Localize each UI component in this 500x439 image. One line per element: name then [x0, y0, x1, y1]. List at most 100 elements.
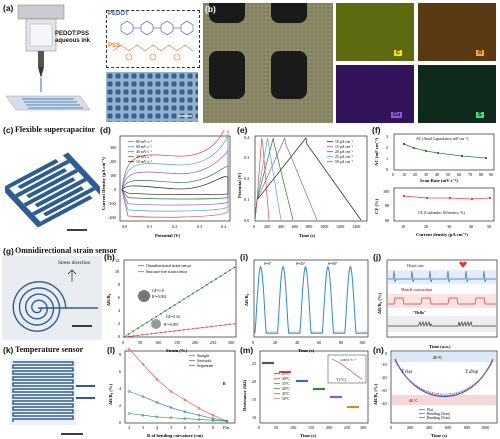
n-drop: T drop: [465, 370, 479, 375]
i-legend-entry: θ=0°: [264, 262, 272, 266]
svg-text:200: 200: [264, 224, 270, 229]
svg-text:2: 2: [128, 425, 130, 430]
svg-text:80: 80: [385, 203, 389, 208]
svg-text:6: 6: [118, 295, 120, 300]
ink-label: PEDOT:PSS aqueous ink: [55, 31, 91, 44]
l-series: [128, 348, 228, 422]
l-point: [155, 378, 159, 381]
svg-text:15: 15: [252, 397, 256, 402]
panel-c-label: (c): [3, 125, 14, 135]
l-legend-entry: Sawtooth: [197, 359, 211, 363]
l-ylabel: ΔR/R₀ (%): [108, 384, 113, 405]
l-point: [141, 362, 145, 366]
svg-text:40: 40: [295, 340, 299, 345]
svg-text:200: 200: [192, 340, 198, 345]
svg-text:8: 8: [118, 282, 120, 287]
e-legend-entry: 10 μA cm⁻²: [335, 140, 354, 144]
i-legend-entry: θ=45°: [296, 262, 306, 266]
l-point: [127, 347, 131, 351]
svg-text:60: 60: [457, 172, 461, 177]
f-legend-bottom: CE (Coulombic Efficiency, %): [418, 211, 465, 216]
e-legend-entry: 50 μA cm⁻²: [335, 160, 354, 164]
l-point: [169, 406, 173, 409]
svg-text:0.2: 0.2: [244, 176, 249, 181]
svg-text:0.1: 0.1: [244, 197, 249, 202]
interdigitated-electrode: [5, 152, 100, 231]
pss-text: PSS: [108, 43, 121, 49]
svg-text:1200: 1200: [336, 224, 344, 229]
svg-text:-200: -200: [108, 215, 116, 220]
d-ylabel: Current Density (μA cm⁻²): [101, 157, 106, 210]
svg-text:60: 60: [385, 218, 389, 223]
printed-mesh-image: [106, 72, 198, 122]
panel-c-title: Flexible supercapacitor: [15, 125, 96, 134]
h-line-omni: [123, 267, 235, 338]
svg-text:100: 100: [110, 173, 116, 178]
svg-text:0.3: 0.3: [244, 155, 249, 160]
d-xlabel: Potential (V): [155, 233, 181, 238]
panel-k-title: Temperature sensor: [15, 345, 84, 354]
svg-text:0: 0: [385, 351, 387, 356]
svg-text:7: 7: [198, 425, 200, 430]
h-ann2b: R²=0.995: [164, 323, 178, 327]
panel-e-label: (e): [237, 125, 248, 135]
svg-text:3: 3: [386, 134, 388, 139]
j-row-heart: Heart rate: [407, 264, 424, 268]
panel-g-title: Omnidirectional strain sensor: [15, 246, 118, 255]
svg-text:1000: 1000: [481, 425, 489, 430]
svg-text:50: 50: [487, 224, 491, 229]
svg-text:100: 100: [359, 340, 365, 345]
panel-b-label: (b): [205, 4, 216, 14]
f-ylabel-top: AC (mF cm⁻²): [374, 137, 379, 166]
svg-text:0: 0: [392, 172, 394, 177]
chart-d: 0.0 0.1 0.2 0.3 0.4 -200 -100 0 100 200 300 Poten…: [101, 130, 231, 238]
n-bottom-note: 40 °C: [409, 399, 418, 403]
l-point: [183, 398, 187, 402]
f-ylabel-bottom: CE (%): [374, 198, 379, 214]
svg-text:70: 70: [468, 172, 472, 177]
svg-text:20: 20: [252, 379, 256, 384]
svg-text:30: 30: [424, 172, 428, 177]
svg-text:10: 10: [252, 415, 256, 420]
svg-text:50: 50: [138, 340, 142, 345]
svg-text:250: 250: [344, 425, 350, 430]
eds-o-tag: O: [476, 50, 485, 56]
cv-loop: [121, 165, 229, 200]
panel-k-label: (k): [3, 345, 14, 355]
n-top-note: 25 °C: [433, 356, 442, 360]
panel-f-label: (f): [372, 125, 381, 135]
svg-text:10: 10: [401, 224, 405, 229]
n-legend-entry: Bending (3cm): [427, 412, 451, 416]
e-legend-entry: 15 μA cm⁻²: [335, 145, 354, 149]
svg-text:0.0: 0.0: [122, 224, 127, 229]
svg-text:80: 80: [479, 172, 483, 177]
gcd-curve: [254, 136, 318, 221]
svg-text:0: 0: [119, 420, 121, 425]
svg-text:300: 300: [228, 340, 234, 345]
m-legend-entry: 50°C: [282, 397, 290, 401]
h-ann1b: R²=0.992: [152, 295, 166, 299]
heart-icon: [459, 261, 467, 268]
m-inset-x: T (°C): [336, 378, 347, 382]
svg-text:50: 50: [274, 425, 278, 430]
svg-text:80: 80: [339, 340, 343, 345]
eds-s-tag: S: [476, 112, 484, 118]
svg-text:100: 100: [290, 425, 296, 430]
svg-text:0.2: 0.2: [172, 224, 177, 229]
h-point-omni: [233, 266, 236, 269]
svg-text:0.1: 0.1: [147, 224, 152, 229]
svg-text:50: 50: [446, 172, 450, 177]
svg-text:600: 600: [445, 425, 451, 430]
svg-text:-100: -100: [108, 201, 116, 206]
f-legend-top: AC (Areal Capacitance, mF cm⁻²): [416, 137, 469, 142]
svg-text:90: 90: [489, 172, 493, 177]
panel-h-label: (h): [104, 252, 115, 262]
l-point: [211, 413, 215, 417]
svg-text:-40: -40: [381, 401, 387, 406]
panel-a-label: (a): [3, 3, 14, 13]
svg-text:10: 10: [402, 172, 406, 177]
svg-text:20: 20: [424, 224, 428, 229]
svg-text:800: 800: [464, 425, 470, 430]
e-xlabel: Time (s): [299, 233, 316, 238]
